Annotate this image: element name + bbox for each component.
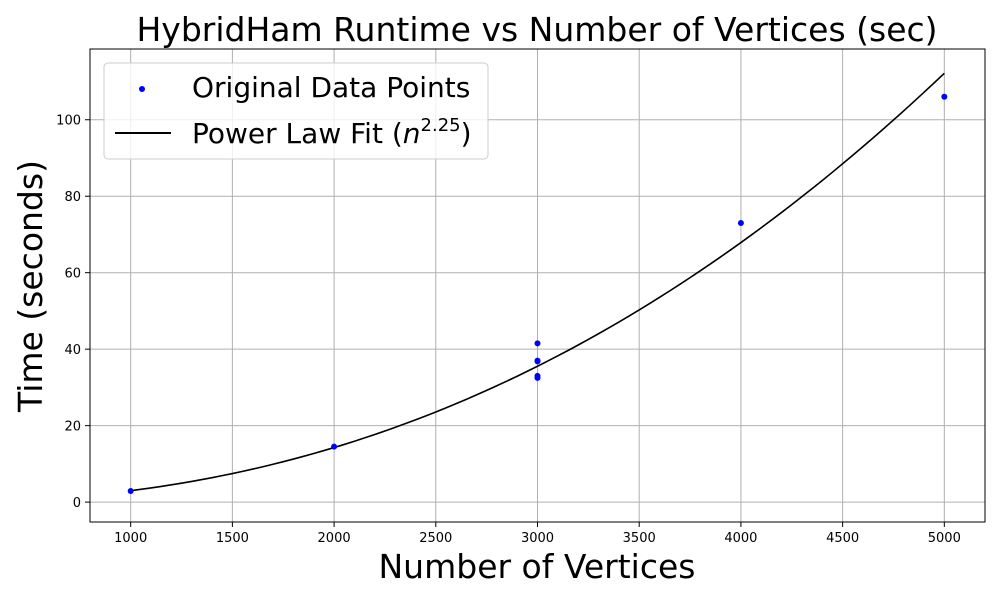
legend-fit-base: n (403, 117, 421, 150)
legend-fit-exponent: 2.25 (421, 115, 461, 136)
power-law-fit-line (130, 72, 945, 492)
legend-box (103, 62, 489, 160)
y-tick-label: 40 (64, 343, 81, 358)
y-tick-label: 20 (64, 420, 81, 435)
y-tick-label: 80 (64, 190, 81, 205)
x-tick-label: 3000 (521, 531, 554, 546)
data-point (737, 219, 744, 226)
data-points-layer (127, 93, 948, 495)
chart-title: HybridHam Runtime vs Number of Vertices … (136, 10, 937, 49)
legend-fit-label: Power Law Fit (n2.25) (192, 115, 472, 150)
data-point (534, 358, 541, 365)
data-point (331, 443, 338, 450)
x-tick-label: 4000 (724, 531, 757, 546)
legend-scatter-marker (139, 86, 145, 92)
fit-line-layer (130, 72, 945, 492)
y-tick-label: 0 (73, 496, 81, 511)
data-point (941, 93, 948, 100)
x-tick-label: 1500 (216, 531, 249, 546)
x-tick-label: 3500 (623, 531, 656, 546)
x-tick-label: 4500 (826, 531, 859, 546)
y-tick-label: 60 (64, 267, 81, 282)
x-tick-label: 1000 (114, 531, 147, 546)
legend-fit-prefix: Power Law Fit ( (192, 117, 403, 150)
x-axis-label: Number of Vertices (379, 547, 696, 586)
y-axis-label: Time (seconds) (11, 160, 50, 413)
data-point (534, 374, 541, 381)
data-point (127, 488, 134, 495)
data-point (534, 340, 541, 347)
legend-scatter-label: Original Data Points (192, 71, 470, 104)
x-tick-label: 5000 (928, 531, 961, 546)
x-tick-label: 2000 (318, 531, 351, 546)
legend: Original Data Points Power Law Fit (n2.2… (103, 62, 489, 160)
legend-fit-suffix: ) (461, 117, 472, 150)
x-tick-label: 2500 (419, 531, 452, 546)
ticks: 1000 1500 2000 2500 3000 3500 4000 4500 5000 0 20 4… (56, 114, 961, 546)
y-tick-label: 100 (56, 114, 81, 129)
